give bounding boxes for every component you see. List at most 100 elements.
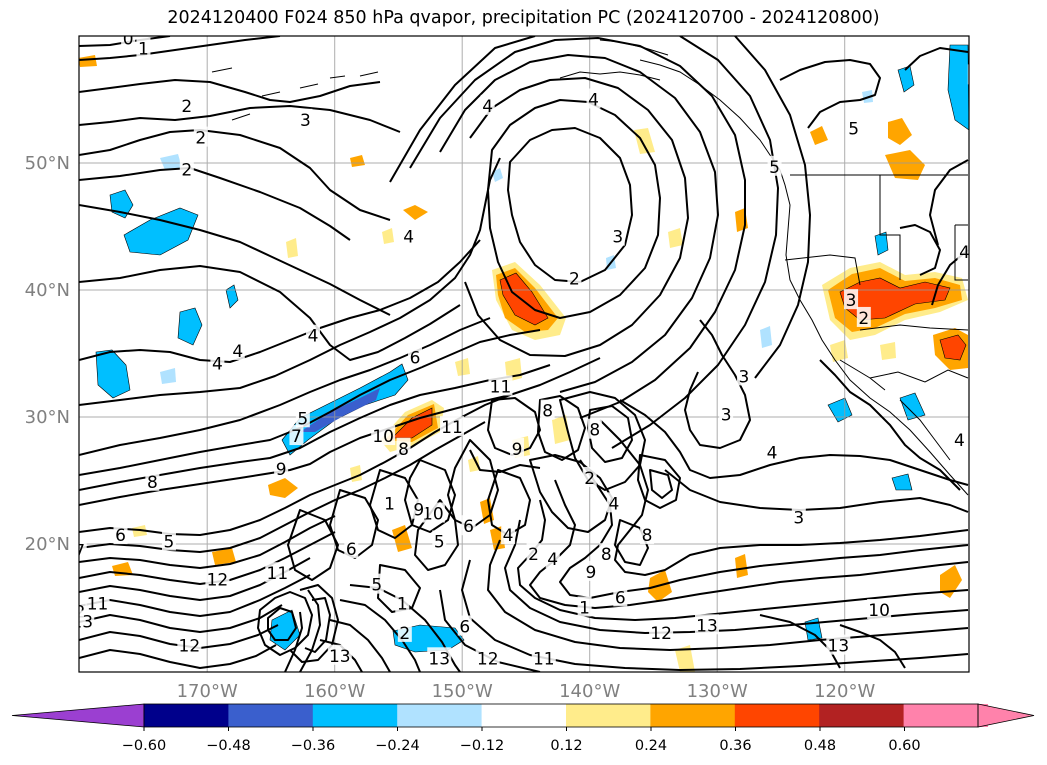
contour-label-bg <box>79 610 95 631</box>
longitude-label: 120°W <box>814 681 875 702</box>
latitude-label: 30°N <box>25 407 70 428</box>
contour-label: 8 <box>589 421 600 441</box>
contour-label-bg <box>420 502 445 523</box>
contour-label: 4 <box>588 91 599 111</box>
latitude-label: 50°N <box>25 153 70 174</box>
colorbar-tick-label: 0.48 <box>804 738 836 754</box>
colorbar-extend-low <box>11 703 145 728</box>
contour-label-bg <box>510 437 525 458</box>
contour-label-bg <box>846 117 861 138</box>
colorbar-tick-label: −0.48 <box>206 738 250 754</box>
contour-label-bg <box>9 649 33 669</box>
contour-label: 8 <box>398 440 409 460</box>
colorbar-extend-high <box>977 703 1035 728</box>
contour-label: 5 <box>297 409 308 429</box>
contour-label-bg <box>401 225 416 246</box>
longitude-label: 170°W <box>177 681 238 702</box>
contour-label-bg <box>382 492 397 513</box>
colorbar: −0.60 −0.48 −0.36 −0.24 −0.12 0.12 0.24 0.36 0.4… <box>11 703 1035 754</box>
contour-label: 4 <box>308 327 319 347</box>
contour-label-bg <box>121 36 136 48</box>
contour-label-bg <box>501 524 516 545</box>
map-title: 2024120400 F024 850 hPa qvapor, precipit… <box>167 8 880 28</box>
contour-label: 3 <box>977 527 988 547</box>
contour-label: 6 <box>459 618 470 638</box>
contour-label: 4 <box>482 97 493 117</box>
contour-label: 2 <box>980 74 991 94</box>
colorbar-segment <box>566 704 651 727</box>
contour-label: 3 <box>300 111 311 131</box>
colorbar-tick-label: 0.12 <box>550 738 582 754</box>
graticule-grid <box>79 36 969 672</box>
contour-label-bg <box>856 306 871 327</box>
plot-frame <box>78 35 970 673</box>
contour-label-bg <box>640 524 655 545</box>
contour-label: 3 <box>721 405 732 425</box>
contour-label: 13 <box>329 647 351 667</box>
colorbar-segment <box>312 704 398 727</box>
longitude-label: 150°W <box>432 681 493 702</box>
contour-label: 9 <box>586 563 597 583</box>
contour-label-bg <box>193 126 208 147</box>
longitude-label: 130°W <box>687 681 748 702</box>
colorbar-segment <box>903 704 988 727</box>
contour-label-bg <box>461 515 476 536</box>
contour-label: 4 <box>959 243 970 263</box>
coastline-layer <box>211 39 969 496</box>
contour-label: 11 <box>441 418 463 438</box>
contour-label-bg <box>545 548 560 569</box>
contour-label-bg <box>145 470 160 491</box>
latitude-labels: 50°N 40°N 30°N 20°N <box>25 153 70 555</box>
contour-label-bg <box>587 418 602 439</box>
contour-label-bg <box>586 88 601 109</box>
contour-label-bg <box>298 108 313 129</box>
contour-label: 2 <box>399 624 410 644</box>
contour-label-bg <box>480 94 495 115</box>
contour-label: 2 <box>569 270 580 290</box>
contour-label-bg <box>427 647 452 668</box>
contour-label: 1 <box>397 595 408 615</box>
contour-label-bg <box>289 425 304 446</box>
colorbar-tick-label: −0.60 <box>122 738 166 754</box>
colorbar-tick-label: 0.60 <box>888 738 920 754</box>
contour-label-bg <box>567 267 582 288</box>
contour-label-bg <box>765 441 780 462</box>
colorbar-tick-label: −0.36 <box>291 738 335 754</box>
latitude-label: 40°N <box>25 280 70 301</box>
contour-label: 3 <box>969 66 980 86</box>
contour-label: 1 <box>138 40 149 60</box>
contour-label-bg <box>265 562 290 583</box>
contour-label: 8 <box>642 526 653 546</box>
contour-label-bg <box>867 599 892 620</box>
contour-label-bg <box>610 225 625 246</box>
colorbar-segment <box>397 704 483 727</box>
contour-label: 6 <box>346 540 357 560</box>
contour-label: 13 <box>696 616 718 636</box>
contour-label: 6 <box>115 526 126 546</box>
contour-label: 12 <box>650 624 672 644</box>
contour-label-bg <box>599 543 614 564</box>
contour-label-bg <box>719 403 734 424</box>
contour-label: 10 <box>868 601 890 621</box>
contour-label-bg <box>210 352 225 373</box>
contour-label: 13 <box>71 612 93 632</box>
contour-label-bg <box>177 634 202 655</box>
colorbar-tick-label: −0.12 <box>460 738 504 754</box>
colorbar-segment <box>228 704 314 727</box>
contour-label-bg <box>274 458 289 479</box>
longitude-labels: 170°W 160°W 150°W 140°W 130°W 120°W <box>177 681 876 702</box>
contour-label: 4 <box>212 355 223 375</box>
contour-label: 8 <box>147 473 158 493</box>
contour-label: 2 <box>858 309 869 329</box>
contour-label-bg <box>577 596 592 617</box>
contour-label-bg <box>952 428 967 449</box>
contour-label-bg <box>205 568 230 589</box>
contour-label: 7 <box>74 541 85 561</box>
contour-label: 5 <box>371 576 382 596</box>
colorbar-tick-label: −0.24 <box>375 738 419 754</box>
contour-label-bg <box>695 614 719 635</box>
contour-label: 8 <box>542 402 553 422</box>
contour-label-bg <box>113 524 128 545</box>
